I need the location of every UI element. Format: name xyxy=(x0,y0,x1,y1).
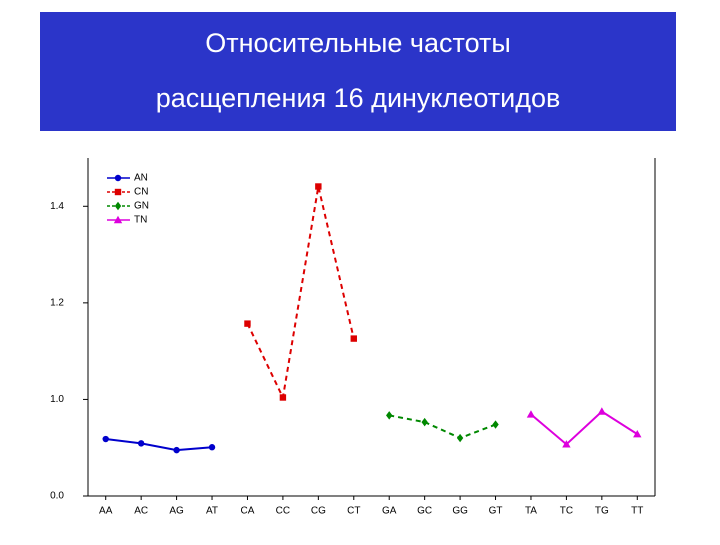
x-tick-label: GC xyxy=(417,506,432,517)
x-tick-label: CA xyxy=(241,506,255,517)
legend-label: AN xyxy=(134,173,148,184)
data-point xyxy=(633,429,642,438)
data-point xyxy=(386,411,393,420)
chart-title: Относительные частоты xyxy=(205,28,511,58)
legend-label: TN xyxy=(134,215,147,226)
legend-marker xyxy=(114,188,122,196)
data-point xyxy=(173,446,180,454)
x-tick-label: TT xyxy=(631,506,643,517)
data-point xyxy=(315,183,322,190)
x-tick-label: GA xyxy=(382,506,397,517)
x-tick-label: TA xyxy=(525,506,537,517)
x-tick-label: TC xyxy=(560,506,573,517)
series-line xyxy=(389,414,496,440)
chart-title: расщепления 16 динуклеотидов xyxy=(156,83,561,113)
data-point xyxy=(526,410,536,418)
y-tick-label: 1.2 xyxy=(50,297,64,308)
x-tick-label: GT xyxy=(489,506,503,517)
data-point xyxy=(456,433,464,443)
data-point xyxy=(350,335,357,342)
data-point xyxy=(492,420,499,429)
legend-label: CN xyxy=(134,187,148,198)
y-tick-label: 1.4 xyxy=(50,201,64,212)
title-box xyxy=(40,12,676,131)
x-tick-label: CT xyxy=(347,506,360,517)
x-tick-label: AA xyxy=(99,506,113,517)
series-line xyxy=(105,438,213,452)
data-point xyxy=(102,435,109,443)
data-point xyxy=(597,407,607,415)
x-tick-label: CG xyxy=(311,506,326,517)
legend-marker xyxy=(113,215,123,224)
series-line xyxy=(530,410,638,446)
data-point xyxy=(562,440,571,448)
y-tick-label: 0.0 xyxy=(50,491,64,502)
x-tick-label: GG xyxy=(452,506,468,517)
x-tick-label: AG xyxy=(169,506,184,517)
x-tick-label: CC xyxy=(276,506,290,517)
data-point xyxy=(208,444,216,451)
y-tick-label: 1.0 xyxy=(50,394,64,405)
x-tick-label: AC xyxy=(134,506,148,517)
legend-marker xyxy=(114,174,122,182)
data-point xyxy=(279,394,287,401)
data-point xyxy=(421,417,428,427)
series-line xyxy=(246,186,355,401)
data-point xyxy=(137,440,145,447)
data-point xyxy=(244,320,251,327)
x-tick-label: TG xyxy=(595,506,609,517)
legend-marker xyxy=(114,201,122,211)
legend-label: GN xyxy=(134,201,149,212)
x-tick-label: AT xyxy=(206,506,218,517)
